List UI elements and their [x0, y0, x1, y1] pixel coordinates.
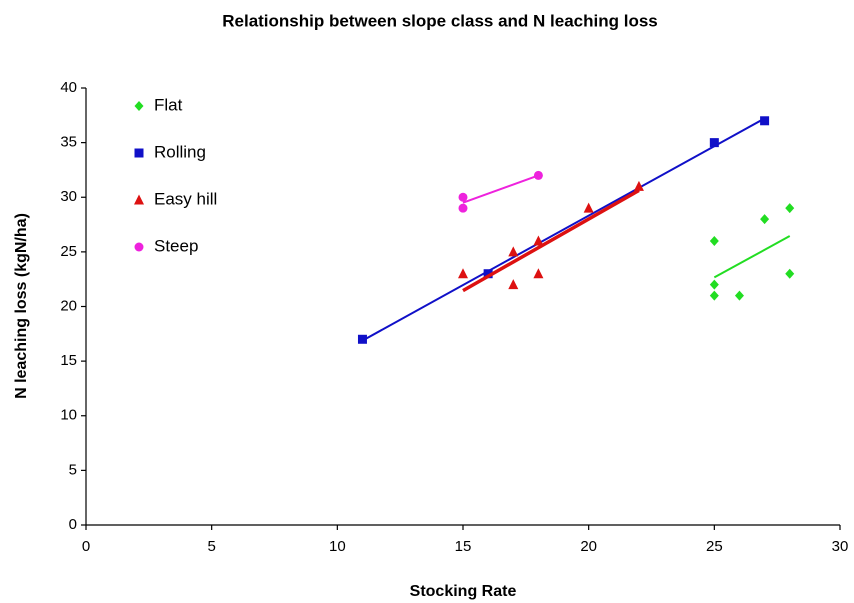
- point: [458, 203, 468, 213]
- legend-marker: [134, 148, 144, 158]
- x-tick-label: 20: [580, 538, 597, 555]
- legend-marker: [134, 242, 144, 252]
- point: [508, 279, 519, 290]
- point: [785, 268, 795, 279]
- legend-marker: [134, 194, 144, 205]
- x-tick-label: 15: [455, 538, 472, 555]
- point: [533, 170, 543, 180]
- trendline: [713, 235, 791, 279]
- x-axis-label: Stocking Rate: [410, 583, 517, 600]
- y-tick-label: 35: [60, 134, 77, 151]
- y-tick-label: 25: [60, 243, 77, 260]
- point: [633, 180, 644, 191]
- legend-label: Easy hill: [154, 189, 217, 208]
- point: [709, 138, 719, 148]
- trendline: [462, 174, 539, 204]
- y-tick-label: 30: [60, 188, 77, 205]
- point: [458, 268, 468, 279]
- point: [357, 334, 367, 344]
- point: [508, 246, 519, 257]
- point: [760, 214, 770, 225]
- y-tick-label: 5: [69, 461, 77, 478]
- y-tick-label: 15: [60, 352, 77, 369]
- y-tick-label: 0: [69, 516, 77, 533]
- y-axis-label: N leaching loss (kgN/ha): [13, 213, 30, 399]
- point: [785, 203, 795, 214]
- x-tick-label: 10: [329, 538, 346, 555]
- x-tick-label: 5: [207, 538, 215, 555]
- y-tick-label: 40: [60, 79, 77, 96]
- point: [458, 192, 468, 202]
- legend-label: Steep: [154, 236, 198, 255]
- point: [709, 235, 719, 246]
- point: [709, 290, 719, 301]
- legend-label: Flat: [154, 95, 183, 114]
- x-tick-label: 0: [82, 538, 90, 555]
- legend-marker: [134, 101, 144, 111]
- point: [760, 116, 770, 126]
- point: [734, 290, 744, 301]
- point: [533, 268, 544, 279]
- y-tick-label: 20: [60, 297, 77, 314]
- point: [483, 269, 493, 279]
- trendline: [361, 117, 766, 342]
- x-tick-label: 30: [832, 538, 849, 555]
- y-tick-label: 10: [60, 407, 77, 424]
- point: [583, 202, 594, 213]
- x-tick-label: 25: [706, 538, 723, 555]
- chart-title: Relationship between slope class and N l…: [222, 11, 658, 30]
- legend-label: Rolling: [154, 142, 206, 161]
- trendline: [462, 188, 640, 293]
- point: [709, 279, 719, 290]
- point: [533, 235, 544, 246]
